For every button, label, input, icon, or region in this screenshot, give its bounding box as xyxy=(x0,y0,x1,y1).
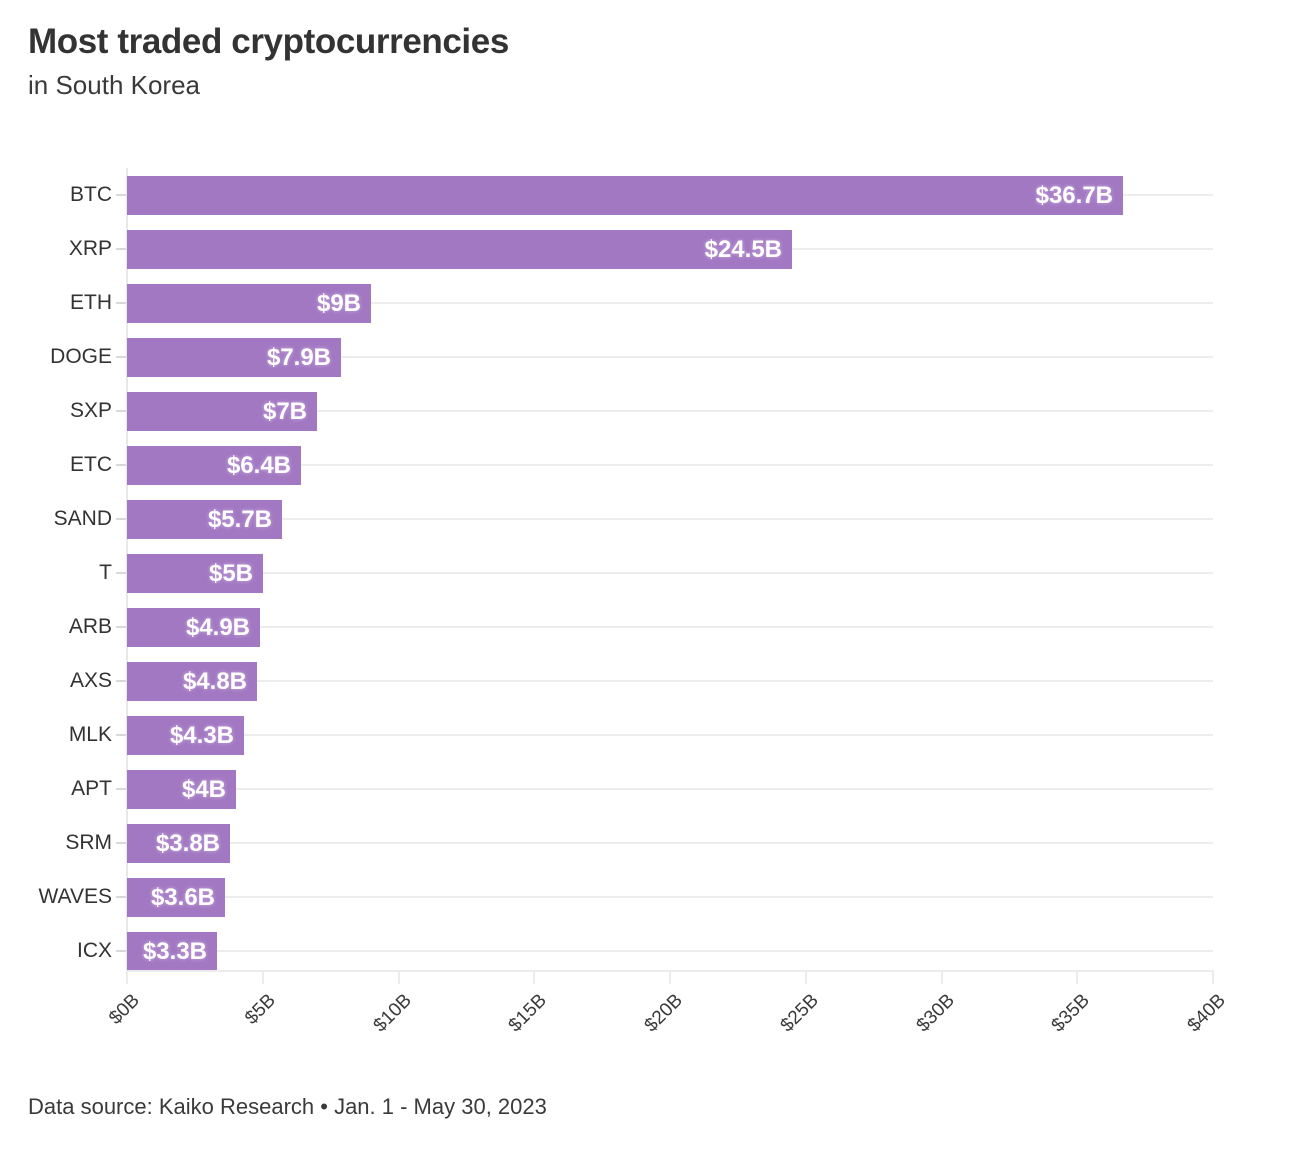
category-label: DOGE xyxy=(50,345,112,368)
bar-row[interactable]: SRM $3.8B xyxy=(0,816,1304,870)
bar-row[interactable]: T $5B xyxy=(0,546,1304,600)
bar[interactable] xyxy=(127,338,341,377)
gridline xyxy=(128,842,1213,844)
bar-row[interactable]: SXP $7B xyxy=(0,384,1304,438)
category-tick xyxy=(116,194,126,196)
x-axis-tick xyxy=(940,972,943,984)
category-tick xyxy=(116,626,126,628)
x-axis-line xyxy=(126,970,1214,972)
category-label: APT xyxy=(71,777,112,800)
bar[interactable] xyxy=(127,608,260,647)
bar-row[interactable]: MLK $4.3B xyxy=(0,708,1304,762)
category-label: ARB xyxy=(68,615,112,638)
bar-row[interactable]: DOGE $7.9B xyxy=(0,330,1304,384)
chart-header: Most traded cryptocurrencies in South Ko… xyxy=(28,20,1268,102)
x-axis-tick xyxy=(397,972,400,984)
x-axis-tick-label: $5B xyxy=(240,990,280,1029)
x-axis-tick xyxy=(126,972,128,984)
category-label: ICX xyxy=(76,939,112,962)
category-tick xyxy=(116,788,126,790)
x-axis-tick xyxy=(1076,972,1079,984)
plot-area: BTC $36.7B XRP $24.5B ETH $9B DOGE $7.9B SXP $7B E… xyxy=(0,160,1304,980)
x-axis-tick xyxy=(261,972,264,984)
x-axis-tick-label: $15B xyxy=(504,990,552,1037)
gridline xyxy=(128,950,1213,952)
gridline xyxy=(128,572,1213,574)
x-axis-tick-label: $0B xyxy=(105,990,144,1029)
category-tick xyxy=(116,248,126,250)
bar[interactable] xyxy=(127,500,282,539)
gridline xyxy=(128,896,1213,898)
category-tick xyxy=(116,464,126,466)
bar-row[interactable]: BTC $36.7B xyxy=(0,168,1304,222)
page-title: Most traded cryptocurrencies xyxy=(28,22,509,61)
category-tick xyxy=(116,518,126,520)
category-label: ETC xyxy=(70,453,112,476)
gridline xyxy=(128,518,1213,520)
page-subtitle: in South Korea xyxy=(28,70,201,100)
category-label: SRM xyxy=(65,831,112,854)
gridline xyxy=(128,788,1213,790)
gridline xyxy=(128,734,1213,736)
category-label: XRP xyxy=(68,237,112,260)
bar[interactable] xyxy=(127,770,236,809)
gridline xyxy=(128,680,1213,682)
category-tick xyxy=(116,734,126,736)
x-axis-tick-label: $30B xyxy=(912,990,959,1037)
category-tick xyxy=(116,680,126,682)
category-tick xyxy=(116,302,126,304)
x-axis-tick xyxy=(804,972,807,984)
gridline xyxy=(128,356,1213,358)
category-tick xyxy=(116,842,126,844)
bar-row[interactable]: ETC $6.4B xyxy=(0,438,1304,492)
category-label: SAND xyxy=(53,507,112,530)
category-tick xyxy=(116,572,126,574)
category-label: SXP xyxy=(69,399,112,422)
bar-row[interactable]: AXS $4.8B xyxy=(0,654,1304,708)
category-tick xyxy=(116,410,126,412)
gridline xyxy=(128,626,1213,628)
x-axis-tick-label: $20B xyxy=(640,990,687,1037)
x-axis-tick-label: $40B xyxy=(1183,990,1230,1037)
bar-row[interactable]: XRP $24.5B xyxy=(0,222,1304,276)
bar-row[interactable]: ETH $9B xyxy=(0,276,1304,330)
category-label: BTC xyxy=(70,183,112,206)
x-axis-tick xyxy=(669,972,671,984)
gridline xyxy=(128,302,1213,304)
bar[interactable] xyxy=(127,662,257,701)
bar[interactable] xyxy=(127,230,792,269)
gridline xyxy=(128,410,1213,412)
category-tick xyxy=(116,950,126,952)
bar-row[interactable]: SAND $5.7B xyxy=(0,492,1304,546)
bar[interactable] xyxy=(127,176,1123,215)
bar[interactable] xyxy=(127,878,225,917)
x-axis: $0B $5B $10B $15B $20B $25B $30B $35B $40B xyxy=(0,972,1304,1062)
bar[interactable] xyxy=(127,392,317,431)
category-label: T xyxy=(99,561,112,584)
bar[interactable] xyxy=(127,554,263,593)
category-label: AXS xyxy=(69,669,112,692)
bar-row[interactable]: ARB $4.9B xyxy=(0,600,1304,654)
category-label: MLK xyxy=(68,723,112,746)
category-label: ETH xyxy=(70,291,112,314)
gridline xyxy=(128,464,1213,466)
bar[interactable] xyxy=(127,932,217,971)
category-label: WAVES xyxy=(38,885,112,908)
bar[interactable] xyxy=(127,824,230,863)
bar-row[interactable]: APT $4B xyxy=(0,762,1304,816)
bar[interactable] xyxy=(127,284,371,323)
category-tick xyxy=(116,356,126,358)
bar-row[interactable]: WAVES $3.6B xyxy=(0,870,1304,924)
chart-source-note: Data source: Kaiko Research • Jan. 1 - M… xyxy=(28,1094,547,1119)
category-tick xyxy=(116,896,126,898)
x-axis-tick xyxy=(1212,972,1214,984)
x-axis-tick xyxy=(533,972,536,984)
x-axis-tick-label: $10B xyxy=(369,990,416,1037)
bar[interactable] xyxy=(127,716,244,755)
x-axis-tick-label: $25B xyxy=(776,990,823,1037)
bar[interactable] xyxy=(127,446,301,485)
x-axis-tick-label: $35B xyxy=(1047,990,1095,1037)
